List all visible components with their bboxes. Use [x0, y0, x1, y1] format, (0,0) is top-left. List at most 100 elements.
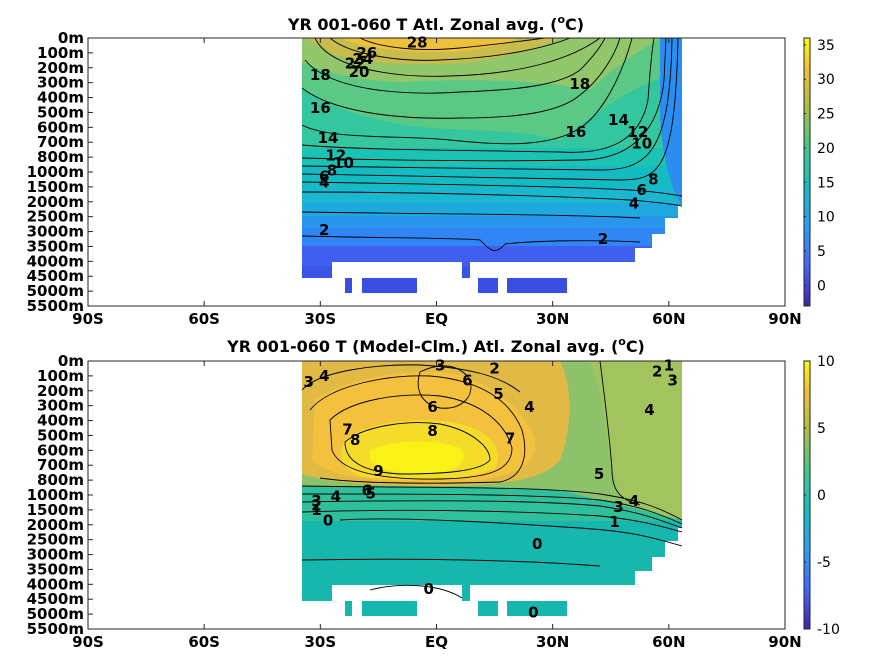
- contour-label: 3: [667, 371, 677, 389]
- axis-ticks-1: 90S 60S 30S EQ 30N 60N 90N0m100m200m300m400m50…: [27, 29, 802, 328]
- x-tick-label: EQ: [425, 310, 448, 328]
- contour-label: 20: [349, 63, 370, 81]
- x-tick-label: 90S: [72, 633, 104, 651]
- contour-label: 0: [323, 511, 333, 529]
- colorbar-tick-label: 10: [817, 210, 835, 226]
- x-tick-label: 60S: [188, 633, 220, 651]
- contour-label: 2: [489, 359, 499, 377]
- contour-label: 1: [664, 356, 674, 374]
- contour-label: 6: [427, 398, 437, 416]
- contour-label: 4: [644, 401, 654, 419]
- contour-label: 8: [427, 422, 437, 440]
- y-tick-label: 1000m: [27, 486, 84, 504]
- contour-label: 10: [631, 135, 652, 153]
- x-tick-label: 30S: [304, 310, 336, 328]
- y-tick-label: 3500m: [27, 560, 84, 578]
- colorbar-tick-label: 0: [817, 278, 826, 294]
- y-tick-label: 800m: [37, 148, 84, 166]
- contour-label: 4: [319, 367, 329, 385]
- colorbar-tick-label: 20: [817, 141, 835, 157]
- y-tick-label: 400m: [37, 412, 84, 430]
- y-tick-label: 3000m: [27, 546, 84, 564]
- x-tick-label: 30N: [536, 633, 569, 651]
- x-tick-label: 30N: [536, 310, 569, 328]
- y-tick-label: 4500m: [27, 590, 84, 608]
- chart-title-2: YR 001-060 T (Model-Clm.) Atl. Zonal avg…: [226, 335, 645, 356]
- contour-label: 3: [303, 373, 313, 391]
- contour-label: 5: [493, 385, 503, 403]
- contour-label: 8: [350, 431, 360, 449]
- y-tick-label: 2000m: [27, 193, 84, 211]
- panel-temperature: YR 001-060 T Atl. Zonal avg. (oC): [27, 13, 835, 328]
- contour-label: 14: [608, 111, 629, 129]
- y-tick-label: 5000m: [27, 282, 84, 300]
- y-tick-label: 500m: [37, 426, 84, 444]
- contour-label: 3: [311, 492, 321, 510]
- contour-label: 10: [333, 154, 354, 172]
- contour-label: 4: [629, 492, 639, 510]
- contour-label: 8: [327, 162, 337, 180]
- contour-label: 6: [362, 482, 372, 500]
- colorbar-tick-label: -10: [817, 622, 840, 638]
- contour-label: 14: [318, 129, 339, 147]
- contour-label: 4: [331, 487, 341, 505]
- colorbar-tick-label: 0: [817, 488, 826, 504]
- colorbar-tick-label: 30: [817, 72, 835, 88]
- contour-label: 5: [594, 465, 604, 483]
- x-tick-label: 30S: [304, 633, 336, 651]
- colorbar-tick-label: 5: [817, 244, 826, 260]
- contour-label: 22: [345, 54, 366, 72]
- y-tick-label: 3500m: [27, 237, 84, 255]
- contour-label: 1: [609, 513, 619, 531]
- y-tick-label: 800m: [37, 471, 84, 489]
- axis-ticks-2: 90S 60S 30S EQ 30N 60N 90N0m100m200m300m400m50…: [27, 352, 802, 651]
- contour-label: 2: [319, 221, 329, 239]
- y-tick-label: 4000m: [27, 575, 84, 593]
- contour-label: 7: [342, 420, 352, 438]
- y-tick-label: 700m: [37, 133, 84, 151]
- y-tick-label: 1500m: [27, 501, 84, 519]
- contour-label: 9: [373, 462, 383, 480]
- y-tick-label: 0m: [58, 352, 84, 370]
- contour-label: 8: [648, 170, 658, 188]
- contour-label: 6: [637, 181, 647, 199]
- contour-label: 3: [613, 498, 623, 516]
- colorbar-tick-label: 25: [817, 107, 835, 123]
- contour-label: 5: [365, 485, 375, 503]
- chart-title-1: YR 001-060 T Atl. Zonal avg. (oC): [287, 13, 584, 34]
- y-tick-label: 4000m: [27, 252, 84, 270]
- y-tick-label: 2500m: [27, 208, 84, 226]
- panel-temperature-bias: YR 001-060 T (Model-Clm.) Atl. Zonal avg…: [27, 335, 840, 651]
- contour-label: 26: [356, 44, 377, 62]
- heatmap-field-2: [301, 361, 785, 629]
- contour-label: 6: [319, 167, 329, 185]
- y-tick-label: 2500m: [27, 531, 84, 549]
- x-tick-label: 90N: [768, 310, 801, 328]
- contour-label: 0: [424, 580, 434, 598]
- contour-label: 7: [505, 429, 515, 447]
- colorbar-tick-label: 10: [817, 354, 835, 370]
- heatmap-field-1: [301, 38, 785, 306]
- y-tick-label: 4500m: [27, 267, 84, 285]
- y-tick-label: 600m: [37, 441, 84, 459]
- y-tick-label: 100m: [37, 367, 84, 385]
- x-tick-label: EQ: [425, 633, 448, 651]
- colorbar-tick-label: -5: [817, 555, 831, 571]
- contour-label: 24: [352, 50, 373, 68]
- y-tick-label: 5500m: [27, 620, 84, 638]
- y-tick-label: 0m: [58, 29, 84, 47]
- x-tick-label: 90N: [768, 633, 801, 651]
- contour-label: 12: [325, 147, 346, 165]
- contour-label: 0: [532, 535, 542, 553]
- y-tick-label: 1000m: [27, 163, 84, 181]
- contour-label: 16: [310, 99, 331, 117]
- y-tick-label: 100m: [37, 44, 84, 62]
- x-tick-label: 60S: [188, 310, 220, 328]
- contour-label: 18: [310, 66, 331, 84]
- contour-label: 6: [462, 371, 472, 389]
- y-tick-label: 5000m: [27, 605, 84, 623]
- contour-label: 0: [528, 604, 538, 622]
